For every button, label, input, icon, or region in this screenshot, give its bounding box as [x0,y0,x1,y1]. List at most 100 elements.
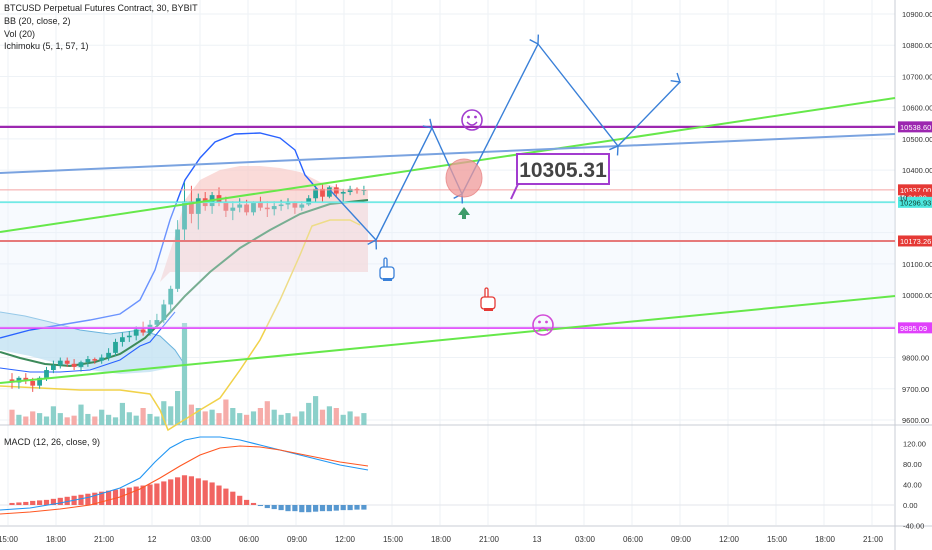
macd-hist-bar [106,490,112,505]
macd-line [0,436,369,511]
price-badge: 9895.09 [898,322,932,334]
volume-bar [64,417,70,425]
macd-hist-bar [9,502,15,505]
macd-hist-bar [202,480,208,505]
price-badge-bg [898,184,932,196]
drawings [0,34,896,384]
volume-bar [223,399,229,425]
price-tick-label: 9700.00 [902,385,929,394]
candle-body [264,207,270,210]
sad-mouth [537,327,549,332]
candle-body [133,329,139,336]
volume-bar [306,402,312,425]
time-tick-label: 12:00 [719,535,740,544]
macd-hist-bar [168,479,174,505]
volume-bar [278,414,284,425]
sad-eye [545,320,548,324]
candle-body [175,229,180,289]
time-tick-label: 12:00 [335,535,356,544]
bb-upper [0,132,319,339]
macd-tick-label: 80.00 [903,460,922,469]
candle-body [182,201,187,230]
price-axis: 10900.00 10800.00 10700.00 10600.00 10500.00… [898,10,932,531]
arrow-head-stroke [609,144,619,156]
macd-hist-bar [216,485,222,505]
macd-hist-bar [326,505,332,512]
label-pointer [510,183,519,200]
macd-hist-bar [319,505,326,512]
macd-hist-bar [292,505,298,512]
arrow-head-stroke [670,72,682,83]
candle-body [189,201,194,214]
price-badge-label: 10296.93 [900,198,931,207]
arrow-head-stroke [529,34,540,46]
ichimoku-lagging-line [0,219,361,432]
candle-body [320,188,325,197]
candle-body [258,202,263,208]
volume-bar [57,413,63,425]
volume-bar [354,416,360,425]
smiley-sad-icon [532,314,554,336]
price-badge-label: 10173.26 [900,237,931,246]
volume-bar [361,413,367,425]
price-annotation-label[interactable]: 10305.31 [516,153,610,185]
volume-bar [85,413,91,425]
arrow-head-stroke [367,238,378,250]
candle-body [244,204,249,213]
smiley-eye [474,115,477,119]
macd-hist-bar [85,493,91,505]
candle-body [106,352,111,358]
macd-hist-bar [112,489,119,505]
volume-bar [340,414,346,425]
candle-body [64,360,70,364]
candle-body [299,204,305,208]
candle-body [99,357,105,361]
volume-bar [147,413,153,425]
macd-hist-bar [161,481,167,505]
volume-bar [285,413,291,425]
macd-hist-bar [140,485,146,505]
volume-bar [313,396,319,425]
volume-bar [257,408,263,425]
volume-bar [299,411,305,425]
smiley-face [461,109,483,131]
candle-body [237,204,243,208]
volume-bar [202,411,208,425]
volume-bar [264,401,270,425]
candle-body [154,320,160,325]
candle-body [51,365,56,371]
macd-hist-bar [230,491,236,505]
macd-hist-bar [126,487,132,505]
macd-hist-bar [64,496,70,505]
price-badge-bg [898,235,932,247]
volume-bar [209,409,215,425]
macd-hist-bar [78,494,84,505]
candle-body [161,304,167,321]
time-tick-label: 12 [148,535,157,544]
candle-body [78,362,84,367]
time-tick-label: 18:00 [431,535,452,544]
time-tick-label: 15:00 [767,535,788,544]
macd-hist-bar [30,500,36,505]
volume-bar [154,416,160,425]
macd-hist-bar [147,484,153,505]
volume-bar [23,416,29,425]
volume-bar [30,411,36,425]
price-tick-label: 10500.00 [902,135,932,144]
arrow-head-stroke [422,118,433,129]
arrow-head [609,144,619,156]
macd-hist-bar [37,500,43,505]
macd-hist-bar [237,495,243,505]
hand-cuff [383,278,392,281]
macd-hist-bar [223,488,229,505]
up-triangle-stem [462,214,466,219]
smiley-happy-icon [461,109,483,131]
arrow-head [529,34,540,46]
candle-body [23,377,29,381]
candle-body [271,206,277,210]
candle-body [71,363,77,367]
price-badge-label: 10337.00 [900,186,931,195]
candle-body [37,377,42,386]
